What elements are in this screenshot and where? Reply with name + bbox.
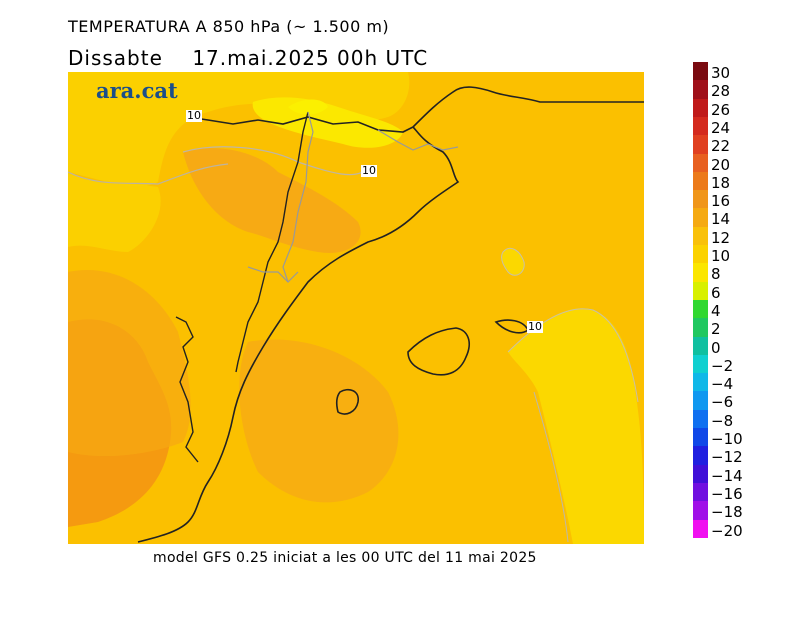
colorbar-segment: [693, 446, 708, 466]
colorbar-label: 2: [711, 320, 721, 339]
colorbar-segment: [693, 226, 708, 246]
map-date: Dissabte 17.mai.2025 00h UTC: [68, 46, 429, 70]
contour-label: 10: [527, 320, 543, 333]
colorbar-label: −12: [711, 448, 743, 467]
colorbar-segment: [693, 153, 708, 173]
colorbar-segment: [693, 428, 708, 447]
colorbar-label: 14: [711, 210, 731, 229]
ara-cat-logo: ara.cat: [96, 78, 178, 103]
colorbar-segment: [693, 135, 708, 154]
colorbar-segment: [693, 519, 708, 539]
colorbar-segment: [693, 263, 708, 283]
colorbar-label: 0: [711, 338, 721, 357]
colorbar-segment: [693, 116, 708, 136]
colorbar-label: 22: [711, 137, 731, 156]
colorbar-label: −8: [711, 411, 734, 430]
colorbar-segment: [693, 391, 708, 411]
colorbar-label: −4: [711, 375, 734, 394]
colorbar-segment: [693, 80, 708, 100]
colorbar-label: −16: [711, 484, 743, 503]
colorbar-label: −6: [711, 393, 734, 412]
colorbar-label: 4: [711, 301, 721, 320]
colorbar-label: −14: [711, 466, 743, 485]
colorbar-segment: [693, 318, 708, 337]
colorbar-segment: [693, 171, 708, 191]
colorbar-segment: [693, 245, 708, 264]
colorbar-label: 30: [711, 64, 731, 82]
colorbar-label: 8: [711, 265, 721, 284]
colorbar-segment: [693, 373, 708, 392]
model-info: model GFS 0.25 iniciat a les 00 UTC del …: [153, 550, 537, 566]
colorbar-segment: [693, 336, 708, 356]
colorbar-label: 16: [711, 192, 731, 211]
colorbar-segment: [693, 190, 708, 209]
colorbar-label: 18: [711, 173, 731, 192]
colorbar-segment: [693, 464, 708, 484]
colorbar-label: −20: [711, 521, 743, 540]
map-title: TEMPERATURA A 850 hPa (~ 1.500 m): [68, 17, 390, 36]
colorbar-label: −18: [711, 503, 743, 522]
colorbar-label: 26: [711, 100, 731, 119]
colorbar-segment: [693, 62, 708, 81]
colorbar-segment: [693, 501, 708, 520]
colorbar-segment: [693, 482, 708, 502]
colorbar-label: −2: [711, 356, 734, 375]
colorbar: [693, 62, 708, 554]
colorbar-segment: [693, 299, 708, 319]
contour-label: 10: [186, 109, 202, 122]
colorbar-segment: [693, 208, 708, 228]
contour-label: 10: [361, 164, 377, 177]
colorbar-label: 6: [711, 283, 721, 302]
colorbar-label: −10: [711, 430, 743, 448]
colorbar-segment: [693, 281, 708, 301]
colorbar-label: 28: [711, 82, 731, 101]
temperature-map: [68, 72, 644, 544]
colorbar-label: 24: [711, 118, 731, 137]
colorbar-label: 20: [711, 155, 731, 174]
colorbar-label: 10: [711, 247, 731, 265]
colorbar-segment: [693, 409, 708, 429]
colorbar-segment: [693, 98, 708, 118]
colorbar-segment: [693, 354, 708, 374]
colorbar-label: 12: [711, 228, 731, 247]
